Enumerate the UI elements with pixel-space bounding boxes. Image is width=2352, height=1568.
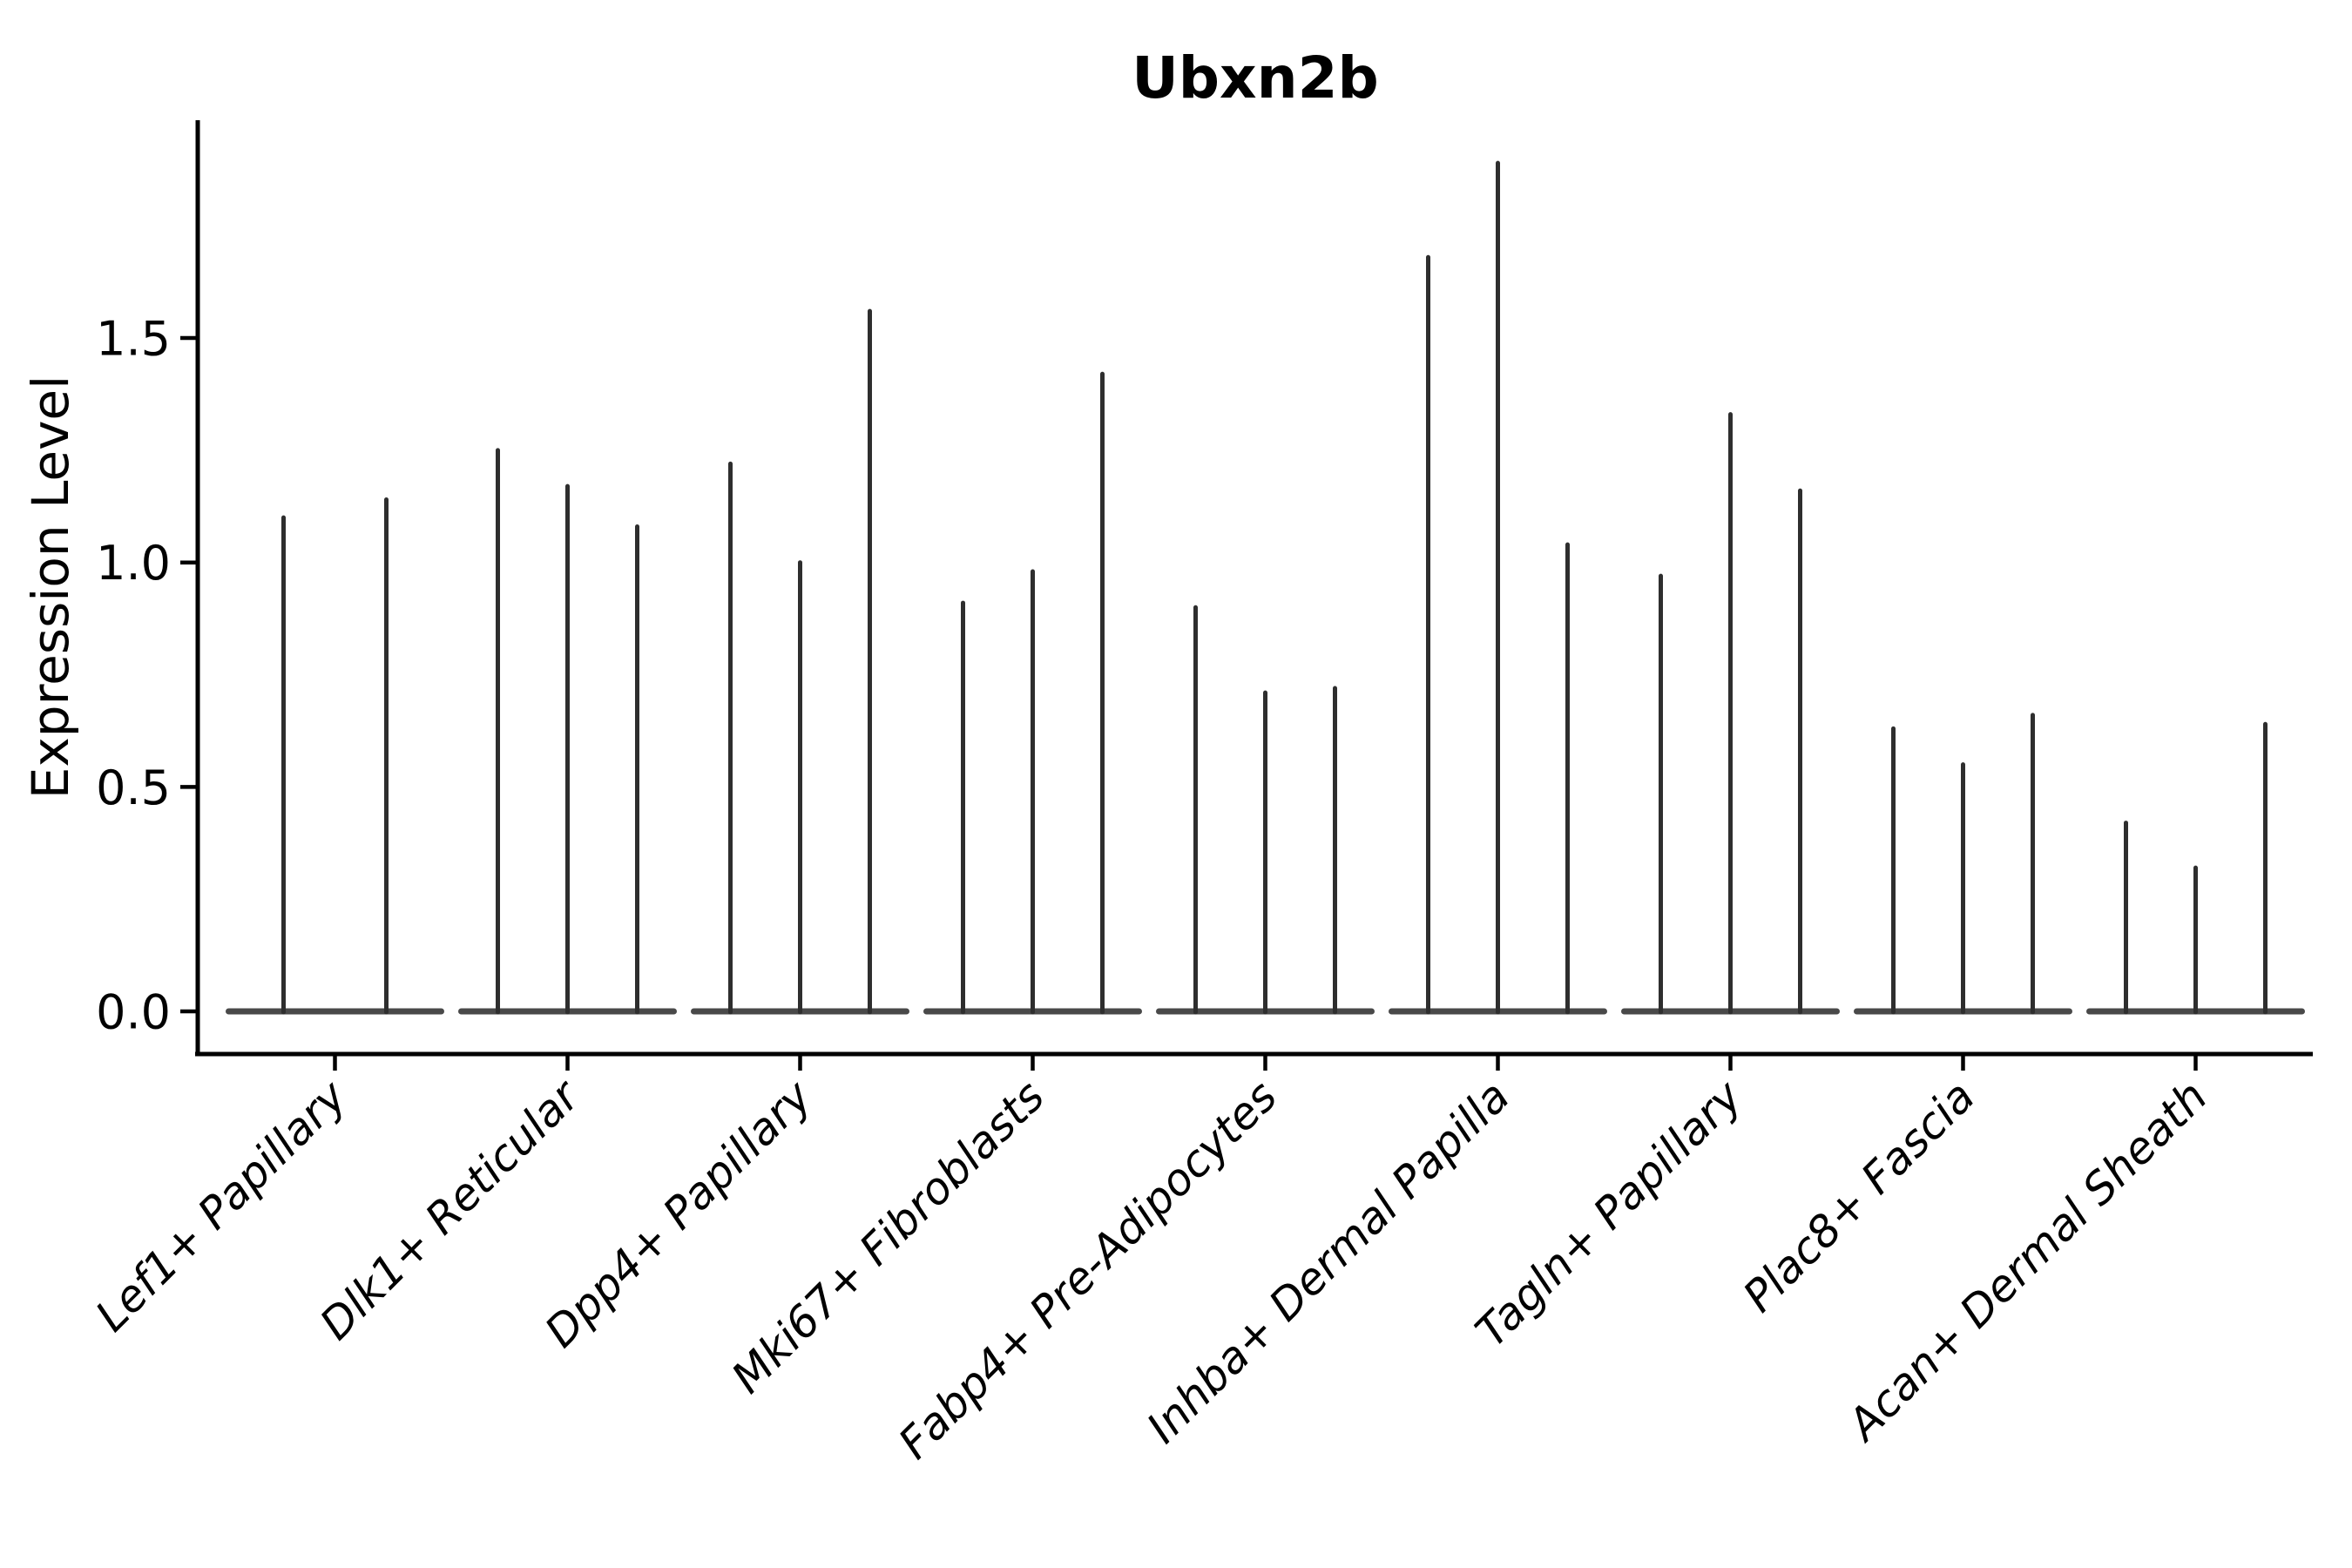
violin-group bbox=[1156, 605, 1375, 1015]
plot-title: Ubxn2b bbox=[1132, 44, 1379, 112]
violins-layer bbox=[226, 160, 2305, 1015]
violin-group bbox=[1854, 713, 2072, 1015]
x-category-label: Fabp4+ Pre-Adipocytes bbox=[889, 1071, 1287, 1469]
x-axis-ticks bbox=[333, 1054, 2198, 1071]
violin-group bbox=[2086, 721, 2305, 1015]
y-axis-label: Expression Level bbox=[21, 375, 80, 799]
y-tick-label: 1.0 bbox=[96, 536, 171, 591]
x-category-label: Lef1+ Papillary bbox=[86, 1070, 357, 1341]
axes-spines bbox=[195, 120, 2313, 1057]
y-tick-label: 0.0 bbox=[96, 984, 171, 1039]
y-tick-label: 1.5 bbox=[96, 311, 171, 366]
y-tick-label: 0.5 bbox=[96, 760, 171, 815]
violin-group bbox=[923, 371, 1142, 1015]
x-category-label: Plac8+ Fascia bbox=[1734, 1071, 1984, 1321]
violin-group bbox=[1389, 160, 1607, 1015]
violin-group bbox=[458, 448, 677, 1015]
violin-group bbox=[691, 308, 909, 1015]
y-axis-ticks: 0.0 0.5 1.0 1.5 bbox=[96, 311, 198, 1039]
violin-group bbox=[1621, 412, 1840, 1015]
violin-group bbox=[226, 497, 444, 1015]
